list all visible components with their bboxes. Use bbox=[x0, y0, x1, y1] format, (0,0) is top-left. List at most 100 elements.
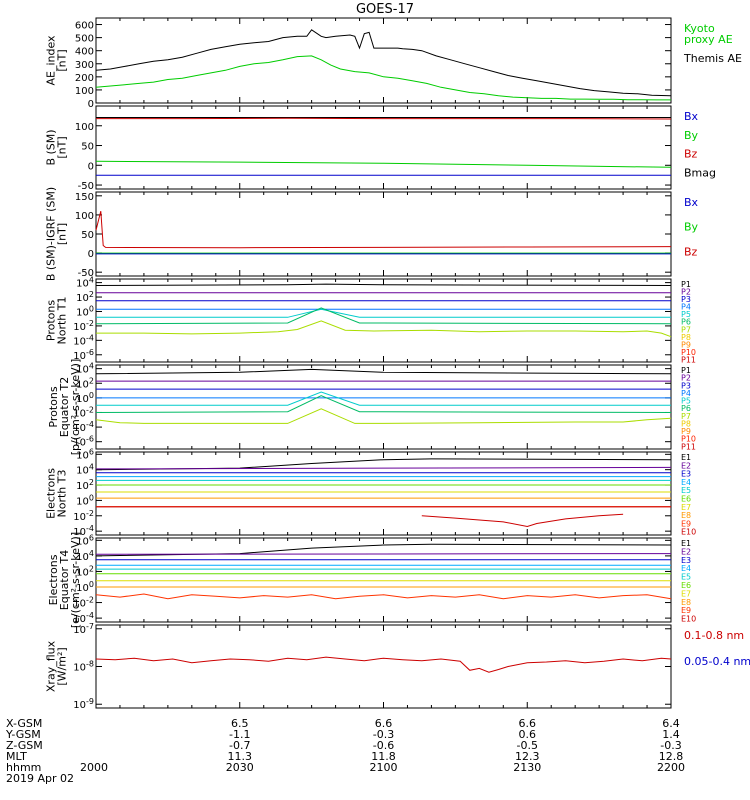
legend-entry: P2 bbox=[681, 288, 691, 297]
legend-entry: E10 bbox=[681, 528, 696, 537]
y-axis-label: Xray_flux bbox=[45, 640, 58, 692]
y-tick-label: 10-2 bbox=[73, 596, 94, 610]
legend-entry: E3 bbox=[681, 556, 691, 565]
panel-frame bbox=[95, 278, 672, 363]
series-line-e9 bbox=[95, 593, 672, 600]
x-axis-value: -0.5 bbox=[516, 739, 538, 752]
legend-entry: Bz bbox=[684, 148, 698, 161]
x-axis-row-label: X-GSM bbox=[6, 717, 43, 730]
x-axis-value: 11.8 bbox=[371, 750, 396, 763]
series-line-e10-fragments bbox=[421, 513, 624, 528]
y-tick-label: 150 bbox=[75, 192, 94, 203]
y-axis-label: [p/(cm²-s-sr-keV)] bbox=[69, 359, 82, 456]
legend-entry: P7 bbox=[681, 412, 691, 421]
series-line-p6 bbox=[95, 395, 672, 413]
legend-entry: proxy AE bbox=[684, 33, 733, 46]
x-axis-value: 2000 bbox=[80, 761, 108, 774]
panel-frame bbox=[95, 537, 672, 623]
y-tick-label: 0 bbox=[88, 161, 94, 172]
legend-entry: E1 bbox=[681, 453, 691, 462]
y-tick-label: 10-4 bbox=[73, 420, 94, 434]
series-line-p1 bbox=[95, 283, 672, 286]
series-line-themis-ae bbox=[95, 29, 672, 97]
y-axis-label: [nT] bbox=[56, 223, 69, 245]
y-tick-label: 106 bbox=[76, 447, 94, 461]
y-tick-label: 106 bbox=[76, 533, 94, 547]
y-axis-label: North T3 bbox=[56, 470, 69, 518]
y-tick-label: 100 bbox=[76, 304, 94, 318]
y-tick-label: 10-9 bbox=[73, 697, 94, 711]
x-axis-row-label: Z-GSM bbox=[6, 739, 43, 752]
legend-entry: P3 bbox=[681, 295, 691, 304]
legend-entry: P2 bbox=[681, 374, 691, 383]
legend-entry: P3 bbox=[681, 381, 691, 390]
y-axis-label: Equator T4 bbox=[58, 550, 71, 610]
panel-frame bbox=[95, 191, 672, 277]
legend-entry: Bz bbox=[684, 245, 698, 258]
y-tick-label: 100 bbox=[75, 86, 94, 97]
y-tick-label: -50 bbox=[78, 268, 94, 279]
x-axis-value: -1.1 bbox=[229, 728, 251, 741]
y-tick-label: 400 bbox=[75, 47, 94, 58]
x-axis-value: -0.3 bbox=[660, 739, 682, 752]
legend-entry: P8 bbox=[681, 419, 691, 428]
legend-entry: Kyoto bbox=[684, 22, 715, 35]
x-axis-value: 6.4 bbox=[662, 717, 680, 730]
y-tick-label: 104 bbox=[76, 549, 94, 563]
legend-entry: E9 bbox=[681, 519, 691, 528]
y-axis-label: North T1 bbox=[56, 297, 69, 345]
series-line-p7 bbox=[95, 408, 672, 424]
legend-entry: P9 bbox=[681, 340, 691, 349]
legend-entry: P10 bbox=[681, 348, 696, 357]
legend-entry: E5 bbox=[681, 573, 691, 582]
y-tick-label: 102 bbox=[76, 376, 94, 390]
legend-entry: E8 bbox=[681, 598, 691, 607]
y-tick-label: 10-8 bbox=[73, 660, 94, 674]
legend-entry: E1 bbox=[681, 539, 691, 548]
legend-entry: P9 bbox=[681, 427, 691, 436]
legend-entry: E4 bbox=[681, 478, 691, 487]
y-tick-label: 102 bbox=[76, 290, 94, 304]
chart-title: GOES-17 bbox=[355, 2, 414, 17]
x-axis-value: 6.6 bbox=[518, 717, 537, 730]
x-axis-value: 2130 bbox=[513, 761, 542, 774]
legend-entry: E2 bbox=[681, 547, 691, 556]
series-line-0-1-0-8-nm bbox=[95, 656, 672, 673]
legend-entry: P5 bbox=[681, 397, 691, 406]
date-label: 2019 Apr 02 bbox=[6, 772, 75, 785]
y-tick-label: 10-6 bbox=[73, 348, 94, 362]
legend-entry: 0.05-0.4 nm bbox=[684, 655, 750, 668]
legend-entry: P4 bbox=[681, 303, 691, 312]
series-line-p6 bbox=[95, 307, 672, 325]
x-axis-value: 0.6 bbox=[518, 728, 537, 741]
y-tick-label: 100 bbox=[76, 580, 94, 594]
legend-entry: E6 bbox=[681, 495, 691, 504]
legend-entry: E6 bbox=[681, 581, 691, 590]
legend-entry: Bx bbox=[684, 196, 699, 209]
legend-entry: P1 bbox=[681, 280, 691, 289]
legend-entry: E8 bbox=[681, 511, 691, 520]
series-line-kyoto-proxy-ae bbox=[95, 55, 671, 101]
legend-entry: By bbox=[684, 221, 699, 234]
legend-entry: P7 bbox=[681, 325, 691, 334]
series-line-p7 bbox=[96, 320, 672, 338]
y-axis-label: B (SM) bbox=[45, 129, 58, 165]
x-axis-value: 11.3 bbox=[227, 750, 253, 763]
x-axis-value: 12.3 bbox=[515, 750, 540, 763]
y-tick-label: 100 bbox=[75, 122, 94, 133]
y-tick-label: 50 bbox=[81, 230, 94, 241]
y-axis-label: Electrons bbox=[45, 468, 58, 519]
legend-entry: Bmag bbox=[684, 167, 716, 180]
legend-entry: P8 bbox=[681, 333, 691, 342]
y-axis-label: [W/m²] bbox=[56, 647, 69, 685]
y-axis-label: [nT] bbox=[56, 136, 69, 158]
legend-entry: P1 bbox=[681, 366, 691, 375]
legend-entry: 0.1-0.8 nm bbox=[684, 629, 744, 642]
y-tick-label: 10-4 bbox=[73, 333, 94, 347]
x-axis-value: 2100 bbox=[369, 761, 398, 774]
y-axis-label: [nT] bbox=[56, 49, 69, 71]
legend-entry: P6 bbox=[681, 318, 691, 327]
